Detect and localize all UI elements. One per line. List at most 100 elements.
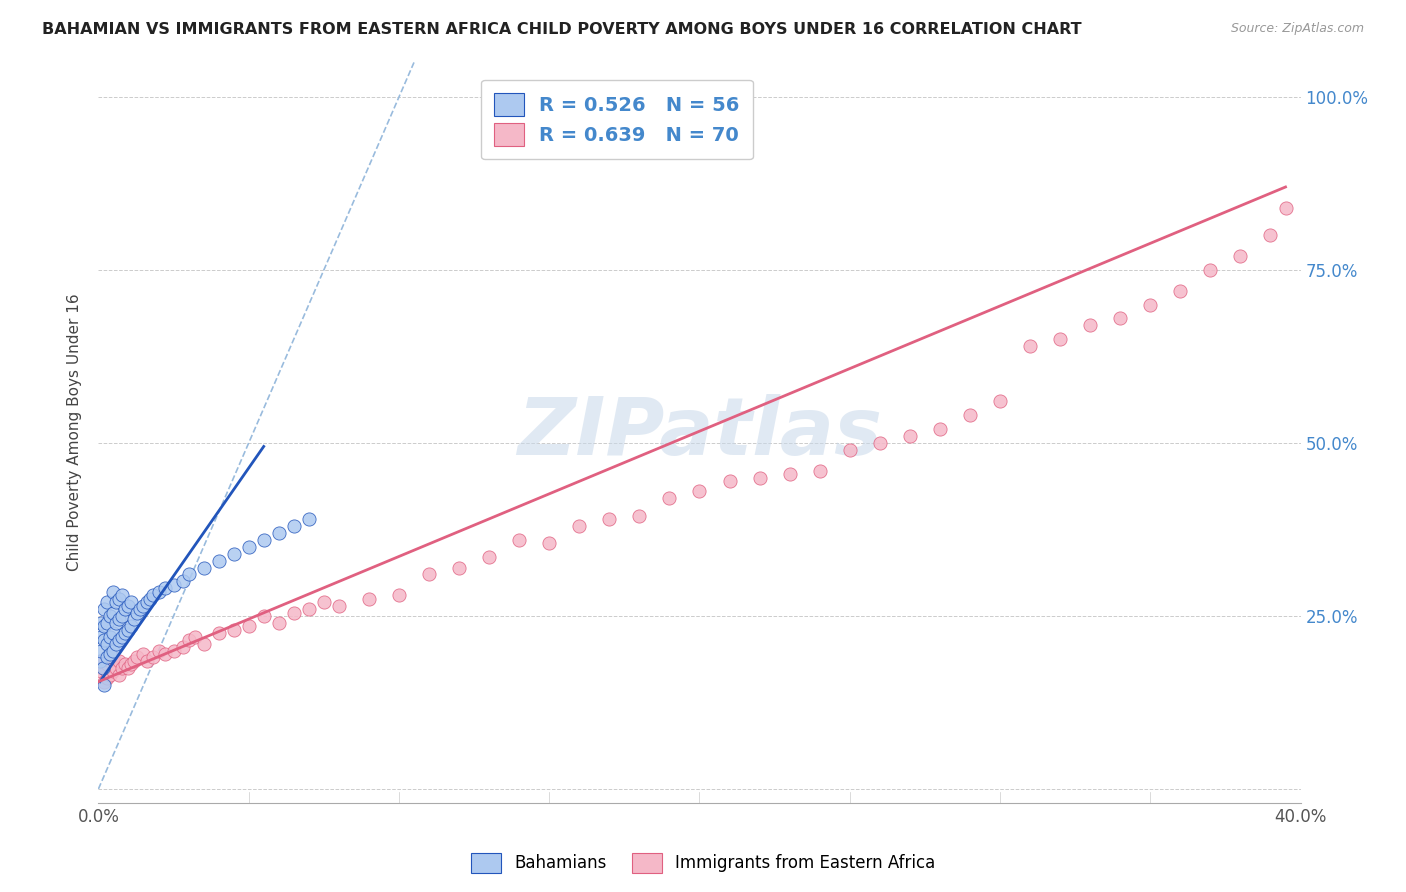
- Point: [121, 595, 143, 609]
- Text: ZIPatlas: ZIPatlas: [517, 393, 882, 472]
- Point: [117, 661, 139, 675]
- Point: [135, 595, 157, 609]
- Point: [100, 667, 122, 681]
- Point: [172, 574, 194, 589]
- Point: [90, 665, 112, 679]
- Text: BAHAMIAN VS IMMIGRANTS FROM EASTERN AFRICA CHILD POVERTY AMONG BOYS UNDER 16 COR: BAHAMIAN VS IMMIGRANTS FROM EASTERN AFRI…: [42, 22, 1081, 37]
- Point: [298, 602, 321, 616]
- Point: [127, 606, 149, 620]
- Point: [193, 560, 215, 574]
- Point: [658, 491, 681, 506]
- Point: [114, 657, 136, 672]
- Point: [135, 654, 157, 668]
- Point: [148, 643, 170, 657]
- Point: [117, 599, 139, 613]
- Point: [328, 599, 350, 613]
- Point: [108, 612, 131, 626]
- Point: [1019, 339, 1042, 353]
- Point: [283, 519, 305, 533]
- Point: [312, 595, 335, 609]
- Point: [114, 602, 136, 616]
- Point: [153, 582, 176, 596]
- Legend: Bahamians, Immigrants from Eastern Africa: Bahamians, Immigrants from Eastern Afric…: [464, 847, 942, 880]
- Point: [1229, 249, 1251, 263]
- Point: [162, 643, 184, 657]
- Y-axis label: Child Poverty Among Boys Under 16: Child Poverty Among Boys Under 16: [67, 293, 83, 572]
- Point: [283, 606, 305, 620]
- Point: [105, 615, 128, 630]
- Point: [103, 626, 125, 640]
- Point: [103, 606, 125, 620]
- Point: [1049, 332, 1071, 346]
- Point: [108, 633, 131, 648]
- Text: Source: ZipAtlas.com: Source: ZipAtlas.com: [1230, 22, 1364, 36]
- Point: [132, 599, 155, 613]
- Point: [90, 630, 112, 644]
- Point: [388, 588, 411, 602]
- Point: [298, 512, 321, 526]
- Point: [508, 533, 530, 547]
- Point: [267, 615, 290, 630]
- Point: [253, 533, 276, 547]
- Point: [111, 661, 134, 675]
- Legend: R = 0.526   N = 56, R = 0.639   N = 70: R = 0.526 N = 56, R = 0.639 N = 70: [481, 79, 754, 160]
- Point: [808, 464, 831, 478]
- Point: [988, 394, 1011, 409]
- Point: [1170, 284, 1192, 298]
- Point: [108, 591, 131, 606]
- Point: [838, 442, 860, 457]
- Point: [103, 650, 125, 665]
- Point: [222, 547, 245, 561]
- Point: [138, 591, 160, 606]
- Point: [124, 612, 146, 626]
- Point: [929, 422, 952, 436]
- Point: [238, 619, 260, 633]
- Point: [96, 650, 118, 665]
- Point: [193, 637, 215, 651]
- Point: [108, 654, 131, 668]
- Point: [111, 588, 134, 602]
- Point: [127, 650, 149, 665]
- Point: [105, 637, 128, 651]
- Point: [100, 654, 122, 668]
- Point: [90, 654, 112, 668]
- Point: [111, 609, 134, 624]
- Point: [748, 470, 770, 484]
- Point: [1139, 297, 1161, 311]
- Point: [1109, 311, 1132, 326]
- Point: [121, 657, 143, 672]
- Point: [658, 90, 681, 104]
- Point: [1274, 201, 1296, 215]
- Point: [478, 550, 501, 565]
- Point: [100, 609, 122, 624]
- Point: [538, 536, 561, 550]
- Point: [222, 623, 245, 637]
- Point: [1078, 318, 1101, 333]
- Point: [238, 540, 260, 554]
- Point: [100, 630, 122, 644]
- Point: [141, 588, 163, 602]
- Point: [447, 560, 470, 574]
- Point: [111, 630, 134, 644]
- Point: [96, 657, 118, 672]
- Point: [96, 595, 118, 609]
- Point: [153, 647, 176, 661]
- Point: [105, 661, 128, 675]
- Point: [208, 626, 231, 640]
- Point: [129, 602, 152, 616]
- Point: [177, 633, 200, 648]
- Point: [718, 474, 741, 488]
- Point: [357, 591, 380, 606]
- Point: [93, 674, 115, 689]
- Point: [779, 467, 801, 482]
- Point: [93, 602, 115, 616]
- Point: [869, 436, 891, 450]
- Point: [132, 647, 155, 661]
- Point: [93, 678, 115, 692]
- Point: [177, 567, 200, 582]
- Point: [148, 584, 170, 599]
- Point: [598, 512, 620, 526]
- Point: [172, 640, 194, 654]
- Point: [959, 409, 981, 423]
- Point: [117, 623, 139, 637]
